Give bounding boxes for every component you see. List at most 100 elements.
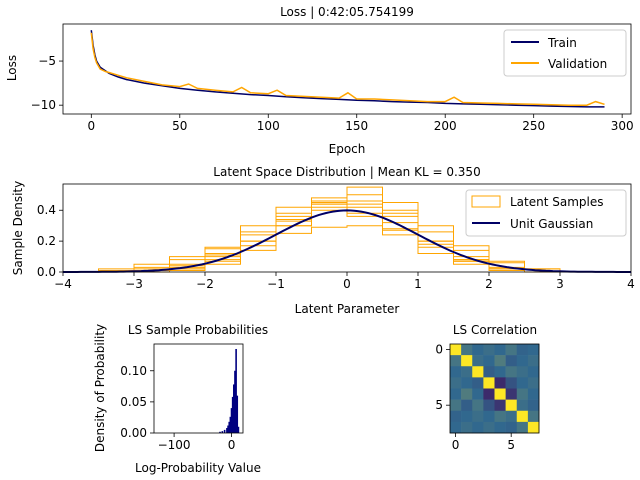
probability-bar xyxy=(219,431,221,433)
correlation-cell xyxy=(461,366,473,378)
y-tick-label: 0.05 xyxy=(120,395,147,409)
loss-plot-area: 0 50 100 150 200 250 300 −5 −10 xyxy=(31,23,634,133)
ls-corr-title: LS Correlation xyxy=(453,323,537,337)
axes-frame xyxy=(62,23,632,115)
x-tick-label: −2 xyxy=(196,277,214,291)
probability-bar xyxy=(223,429,226,433)
x-tick-label: 2 xyxy=(485,277,493,291)
correlation-cell xyxy=(516,421,529,434)
correlation-cell xyxy=(472,377,484,389)
unit-gaussian-curve xyxy=(63,209,631,273)
probability-bar xyxy=(234,370,236,433)
correlation-cell xyxy=(450,399,462,412)
correlation-cell xyxy=(494,344,506,356)
correlation-cell xyxy=(505,421,518,434)
correlation-cell xyxy=(516,355,529,367)
probability-bar xyxy=(227,425,229,433)
axes-frame xyxy=(153,343,244,434)
correlation-cell xyxy=(527,344,540,356)
correlation-cell xyxy=(472,410,484,423)
y-tick-label: 0.4 xyxy=(37,203,56,217)
correlation-cell xyxy=(483,344,495,356)
correlation-cell xyxy=(494,377,506,389)
latent-xlabel: Latent Parameter xyxy=(295,302,400,316)
correlation-cell xyxy=(516,399,529,412)
x-tick-label: −1 xyxy=(267,277,285,291)
probability-bar xyxy=(230,408,233,433)
correlation-cell xyxy=(483,399,495,412)
loss-xlabel: Epoch xyxy=(329,142,366,156)
correlation-cell xyxy=(461,421,473,434)
correlation-cell xyxy=(461,410,473,423)
correlation-cell xyxy=(527,355,540,367)
correlation-cell xyxy=(472,355,484,367)
ls-prob-title: LS Sample Probabilities xyxy=(128,323,268,337)
x-tick-label: 100 xyxy=(257,119,280,133)
y-tick-label: −5 xyxy=(38,54,56,68)
correlation-cell xyxy=(494,366,506,378)
ls-corr-plot-area: 0 5 0 5 xyxy=(435,343,540,452)
correlation-cell xyxy=(472,366,484,378)
correlation-cell xyxy=(516,410,529,423)
x-tick-label: 0 xyxy=(452,438,460,452)
x-tick-label: 0 xyxy=(87,119,95,133)
legend-latent-samples-swatch xyxy=(471,195,501,208)
x-tick-label: −3 xyxy=(125,277,143,291)
x-tick-label: 4 xyxy=(627,277,635,291)
correlation-cell xyxy=(450,388,462,400)
latent-sample-histogram xyxy=(98,200,560,273)
x-tick-label: 50 xyxy=(172,119,187,133)
axes-frame xyxy=(62,183,632,273)
correlation-cell xyxy=(472,421,484,434)
correlation-cell xyxy=(450,377,462,389)
x-tick-label: 150 xyxy=(345,119,368,133)
correlation-cell xyxy=(461,399,473,412)
correlation-cell xyxy=(516,388,529,400)
x-tick-label: 5 xyxy=(507,438,515,452)
correlation-cell xyxy=(472,399,484,412)
correlation-cell xyxy=(505,355,518,367)
x-tick-label: 0 xyxy=(228,438,236,452)
latent-legend: Latent Samples Unit Gaussian xyxy=(465,189,627,237)
correlation-cell xyxy=(527,410,540,423)
correlation-cell xyxy=(527,399,540,412)
correlation-cell xyxy=(483,421,495,434)
correlation-cell xyxy=(516,344,529,356)
loss-ylabel: Loss xyxy=(5,55,19,81)
correlation-cell xyxy=(505,410,518,423)
probability-bar xyxy=(228,421,231,433)
legend-validation-label: Validation xyxy=(548,57,607,71)
loss-legend: Train Validation xyxy=(503,29,627,77)
correlation-cell xyxy=(450,366,462,378)
correlation-cell xyxy=(483,366,495,378)
correlation-cell xyxy=(483,377,495,389)
x-tick-label: 250 xyxy=(522,119,545,133)
latent-title: Latent Space Distribution | Mean KL = 0.… xyxy=(213,165,480,179)
x-tick-label: 0 xyxy=(343,277,351,291)
y-tick-label: −10 xyxy=(31,98,56,112)
x-tick-label: 200 xyxy=(434,119,457,133)
correlation-cell xyxy=(494,421,506,434)
correlation-cell xyxy=(461,355,473,367)
correlation-cell xyxy=(483,388,495,400)
y-tick-label: 0.00 xyxy=(120,426,147,440)
correlation-cell xyxy=(494,410,506,423)
x-tick-label: 3 xyxy=(556,277,564,291)
latent-plot-area: −4 −3 −2 −1 0 1 2 3 4 0.0 0.2 0.4 xyxy=(37,183,635,291)
probability-bar xyxy=(236,395,239,433)
y-tick-label: 0.0 xyxy=(37,265,56,279)
correlation-cell xyxy=(516,377,529,389)
loss-title: Loss | 0:42:05.754199 xyxy=(280,5,414,19)
correlation-cell xyxy=(505,399,518,412)
correlation-cell xyxy=(527,388,540,400)
correlation-cell xyxy=(450,421,462,434)
ls-prob-xlabel: Log-Probability Value xyxy=(135,461,261,475)
ls-correlation-chart: LS Correlation 0 5 0 5 xyxy=(435,323,540,452)
correlation-cell xyxy=(450,344,462,356)
y-tick-label: 0 xyxy=(435,343,443,357)
legend-unit-gaussian-label: Unit Gaussian xyxy=(510,217,593,231)
x-tick-label: −4 xyxy=(54,277,72,291)
correlation-cell xyxy=(483,355,495,367)
correlation-cell xyxy=(461,377,473,389)
